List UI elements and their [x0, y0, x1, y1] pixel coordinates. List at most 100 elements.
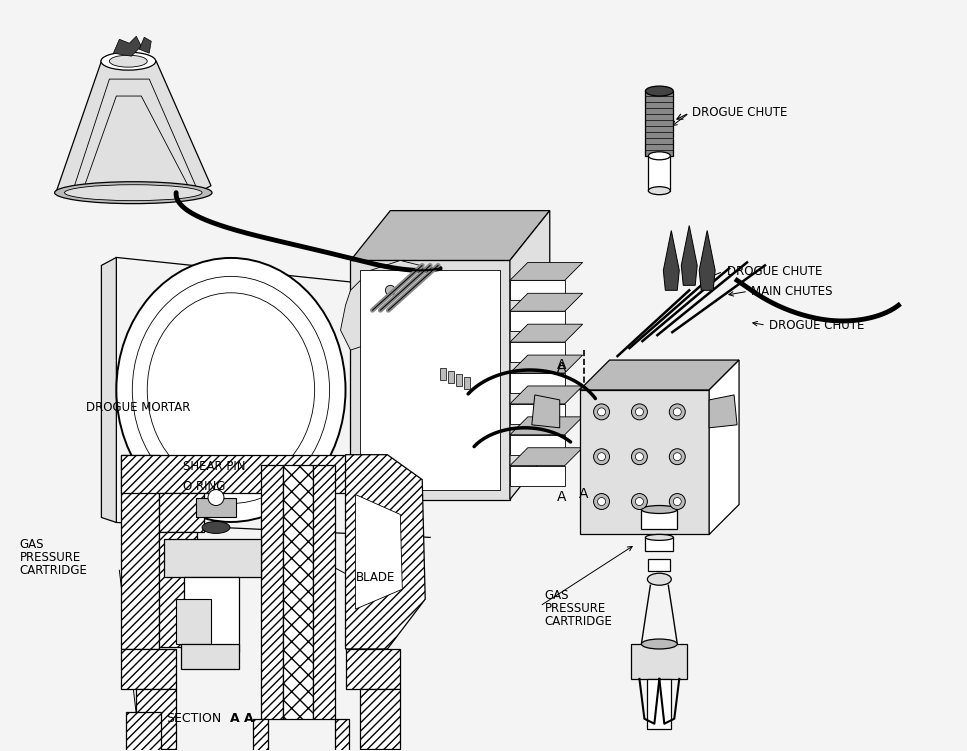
Bar [510, 404, 565, 424]
Bar [196, 498, 236, 517]
Bar [136, 689, 176, 749]
Bar [164, 539, 261, 578]
Circle shape [208, 490, 224, 505]
Bar [361, 270, 500, 490]
Circle shape [598, 408, 605, 416]
Circle shape [594, 449, 609, 465]
Bar [127, 712, 161, 751]
Ellipse shape [116, 258, 345, 522]
Bar [345, 649, 400, 689]
Polygon shape [579, 360, 739, 390]
Polygon shape [57, 61, 211, 201]
Polygon shape [709, 395, 737, 428]
Circle shape [598, 498, 605, 505]
Bar [631, 644, 688, 679]
Circle shape [635, 453, 643, 460]
Ellipse shape [147, 293, 314, 487]
Ellipse shape [649, 152, 670, 160]
Bar [261, 465, 282, 719]
Ellipse shape [641, 639, 677, 649]
Ellipse shape [65, 185, 202, 201]
Text: GAS: GAS [19, 538, 44, 551]
Bar [176, 599, 211, 644]
Ellipse shape [645, 86, 673, 96]
Bar [345, 454, 388, 649]
Text: CARTRIDGE: CARTRIDGE [544, 614, 613, 628]
Polygon shape [699, 231, 716, 291]
Polygon shape [532, 395, 560, 428]
Bar [645, 91, 673, 155]
Polygon shape [709, 360, 739, 535]
Bar [282, 465, 312, 719]
Bar [647, 679, 671, 728]
Text: MAIN CHUTES: MAIN CHUTES [751, 285, 833, 298]
Circle shape [631, 493, 647, 509]
Bar [649, 155, 670, 191]
Polygon shape [510, 210, 550, 499]
Circle shape [631, 404, 647, 420]
Bar [510, 435, 565, 454]
Bar [361, 689, 400, 749]
Circle shape [631, 449, 647, 465]
Polygon shape [350, 210, 550, 261]
Ellipse shape [647, 573, 671, 585]
Polygon shape [102, 258, 116, 523]
Circle shape [594, 493, 609, 509]
Text: CARTRIDGE: CARTRIDGE [19, 564, 88, 577]
Text: O RING: O RING [183, 480, 225, 493]
Ellipse shape [54, 182, 212, 204]
Ellipse shape [202, 521, 230, 533]
Bar [456, 374, 462, 386]
Circle shape [673, 408, 682, 416]
Ellipse shape [645, 535, 673, 541]
Text: A: A [579, 487, 588, 501]
Bar [335, 719, 349, 751]
Circle shape [669, 449, 686, 465]
Bar [464, 377, 470, 389]
Bar [510, 373, 565, 393]
Polygon shape [510, 294, 583, 311]
Polygon shape [510, 386, 583, 404]
Bar [510, 311, 565, 331]
Polygon shape [510, 324, 583, 342]
Polygon shape [510, 355, 583, 373]
Bar [641, 509, 677, 529]
Bar [121, 454, 345, 493]
Ellipse shape [101, 53, 156, 70]
Ellipse shape [109, 55, 147, 67]
Bar [160, 493, 204, 532]
Bar [579, 390, 709, 535]
Circle shape [669, 404, 686, 420]
Bar [160, 532, 197, 647]
Bar [510, 466, 565, 486]
Bar [645, 538, 673, 551]
Text: GAS: GAS [544, 589, 570, 602]
Circle shape [673, 453, 682, 460]
Polygon shape [345, 454, 425, 649]
Polygon shape [113, 36, 141, 56]
Ellipse shape [649, 187, 670, 195]
Bar [350, 261, 510, 499]
Bar [121, 454, 160, 649]
Circle shape [594, 404, 609, 420]
Ellipse shape [132, 276, 330, 503]
Text: A: A [557, 358, 567, 372]
Text: DROGUE CHUTE: DROGUE CHUTE [692, 107, 787, 119]
Polygon shape [682, 225, 697, 285]
Bar [448, 371, 454, 383]
Polygon shape [510, 417, 583, 435]
Bar [649, 559, 670, 572]
Bar [121, 649, 176, 689]
Bar [510, 342, 565, 362]
Circle shape [635, 498, 643, 505]
Polygon shape [510, 262, 583, 280]
Ellipse shape [641, 505, 677, 514]
Text: DROGUE CHUTE: DROGUE CHUTE [727, 265, 823, 278]
Polygon shape [663, 231, 679, 291]
Bar [312, 465, 335, 719]
Bar [181, 644, 239, 669]
Text: DROGUE CHUTE: DROGUE CHUTE [769, 318, 864, 332]
Text: PRESSURE: PRESSURE [544, 602, 606, 614]
Circle shape [673, 498, 682, 505]
Bar [440, 368, 446, 380]
